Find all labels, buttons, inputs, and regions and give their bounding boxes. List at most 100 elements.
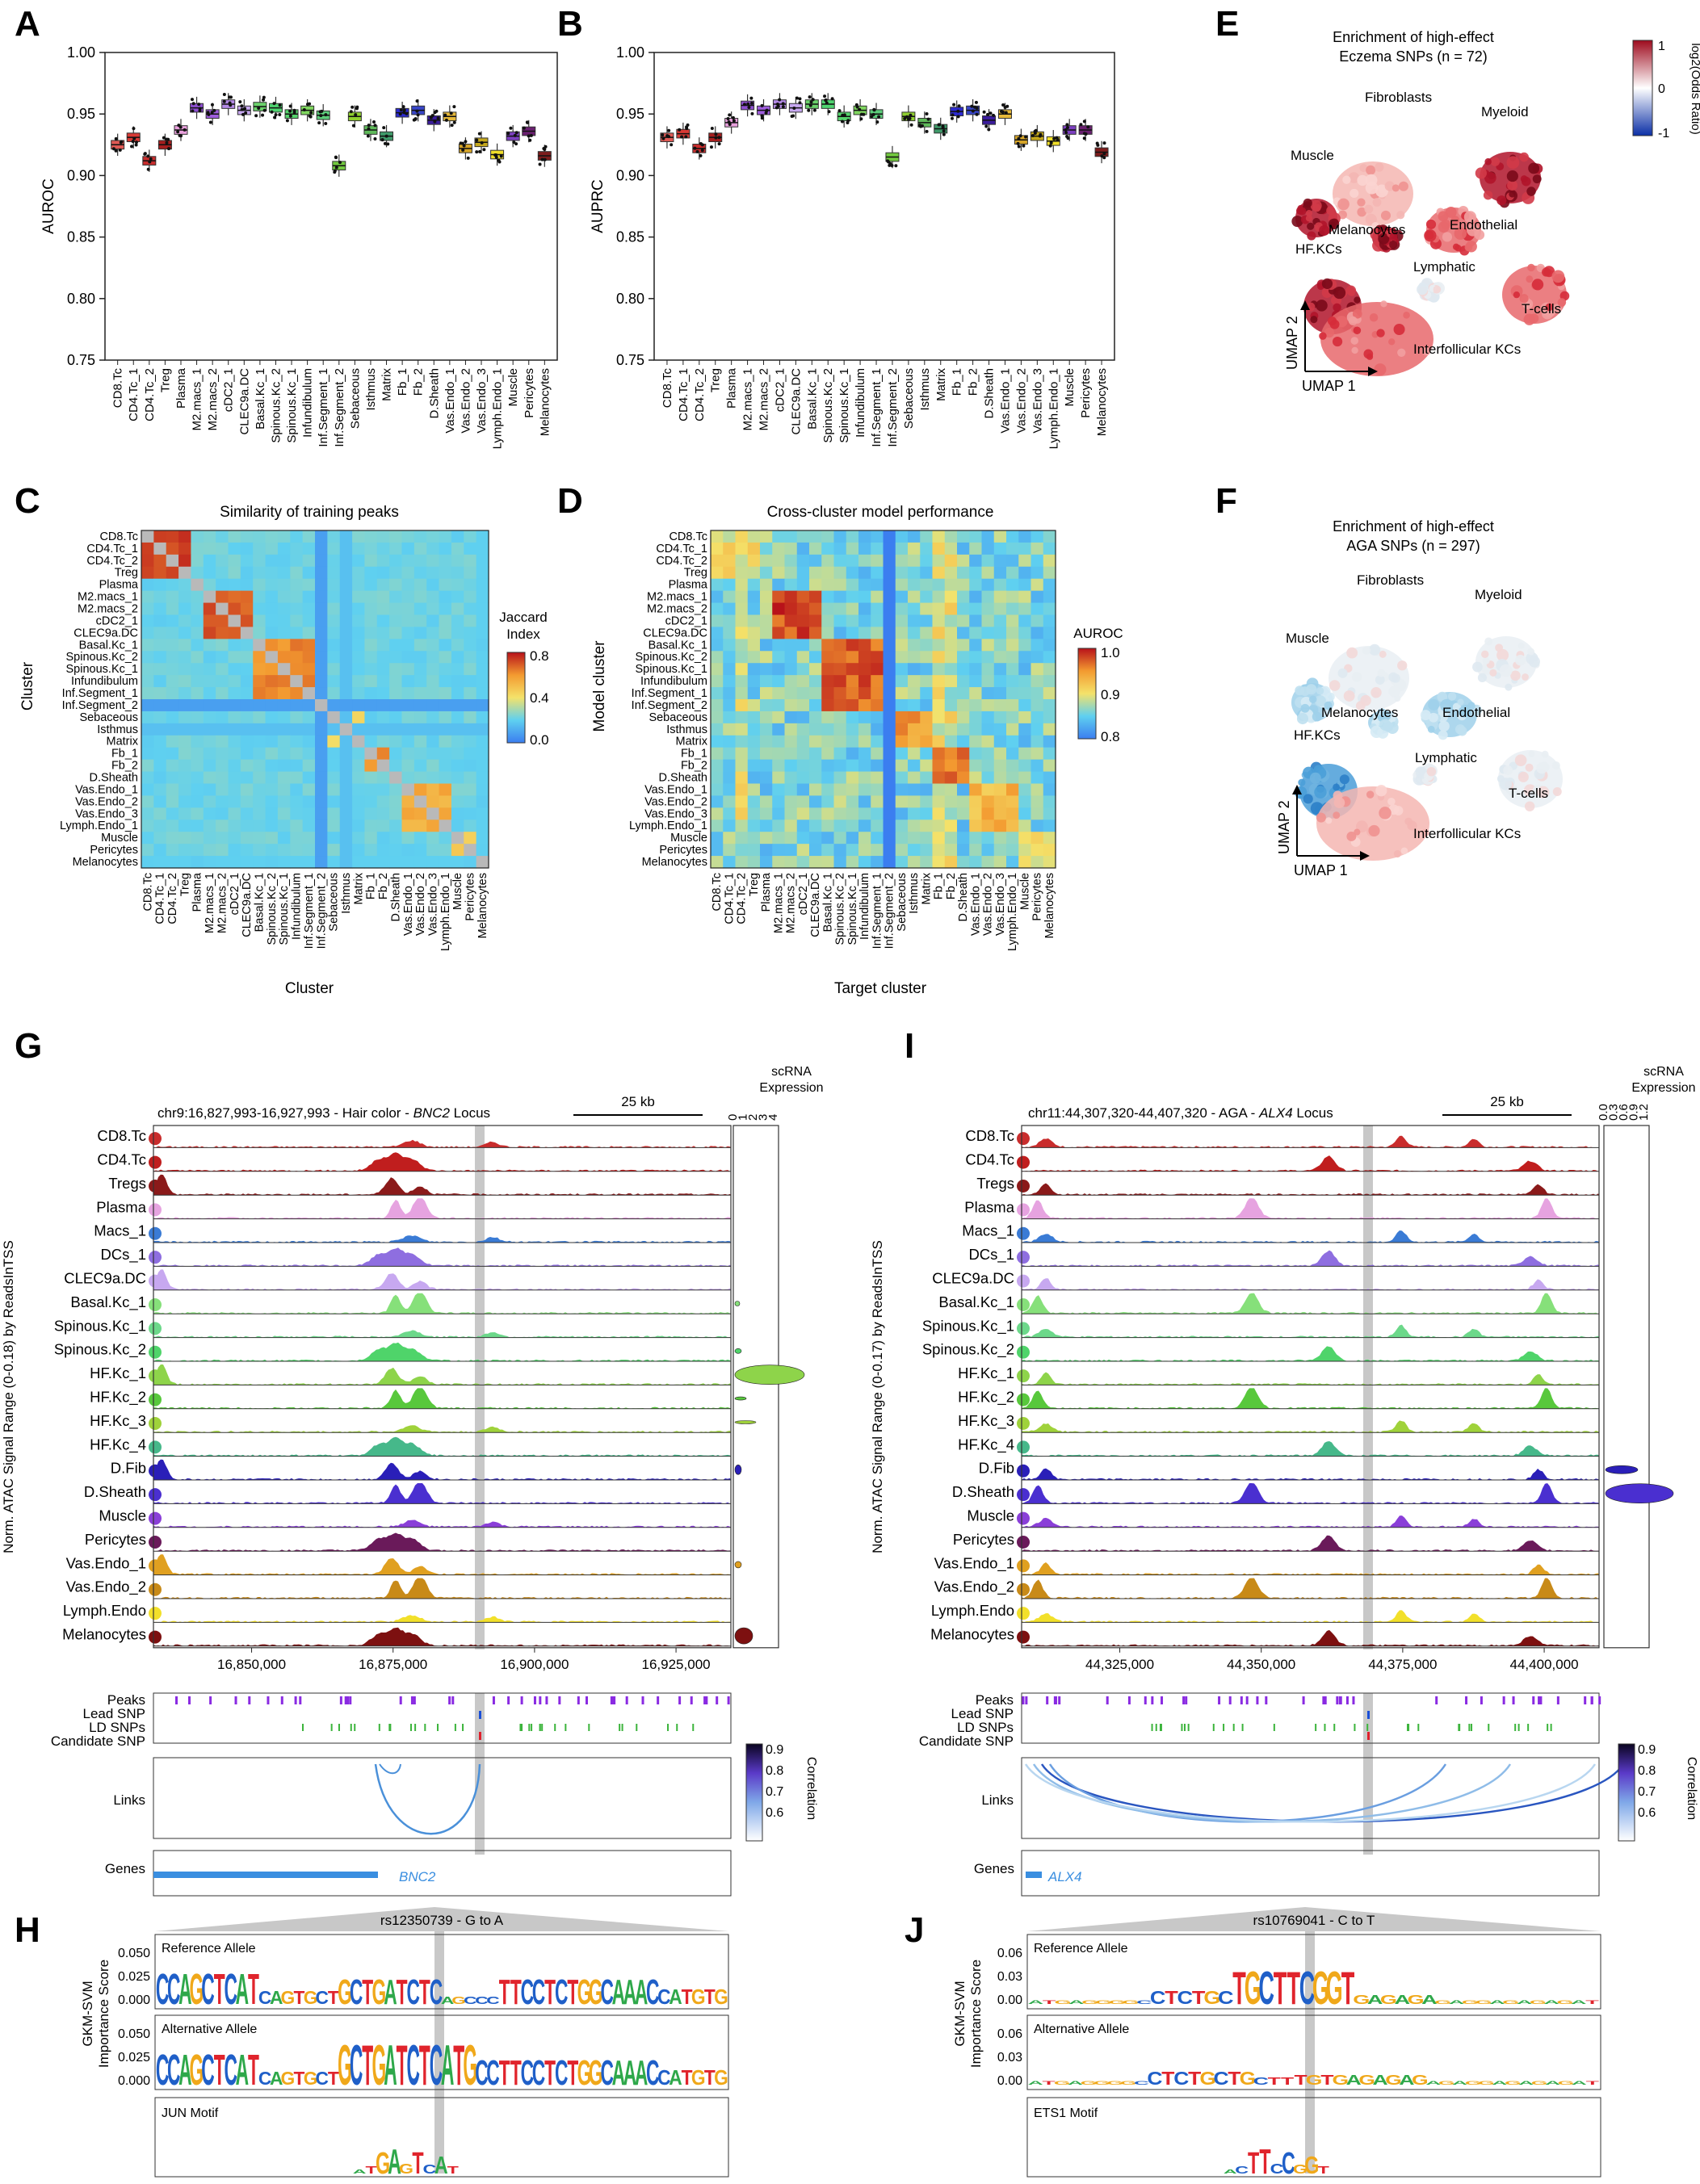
heat-cell [883, 807, 896, 820]
peak-mark [1345, 1696, 1349, 1704]
heat-cell [302, 783, 316, 797]
heat-row-label: Matrix [676, 736, 708, 748]
heat-cell [439, 759, 452, 773]
data-point [1086, 125, 1090, 129]
corr-colorbar [1618, 1743, 1635, 1842]
heat-cell [969, 687, 983, 700]
heat-cell [327, 602, 341, 616]
heat-cell [141, 554, 154, 568]
heat-cell [1018, 856, 1032, 869]
heat-cell [1006, 735, 1019, 748]
heat-col-label: Fb_1 [933, 873, 946, 899]
heat-cell [401, 554, 415, 568]
heat-cell [883, 627, 896, 639]
heat-cell [944, 578, 958, 592]
umap-f-lab-endothelial: Endothelial [1442, 705, 1510, 720]
umap-dots [1447, 692, 1457, 701]
heat-cell [871, 639, 884, 652]
data-point [509, 126, 513, 130]
data-point [686, 123, 690, 127]
data-point [278, 103, 282, 107]
heat-col-label: CLEC9a.DC [241, 873, 254, 937]
heat-cell [277, 759, 291, 773]
link-arc [1024, 1763, 1597, 1823]
data-point [366, 134, 370, 138]
heat-cell [944, 699, 958, 712]
heat-cell [464, 735, 477, 748]
heat-cell [265, 554, 279, 568]
x-tick-label: Plasma [725, 367, 739, 409]
heat-cell [772, 747, 786, 761]
heat-cell [451, 747, 464, 761]
heat-cell [809, 723, 822, 736]
x-tick-label: Spinous.Kc_2 [269, 368, 283, 443]
heat-cell [809, 675, 822, 688]
heat-cell [290, 530, 304, 543]
data-point [444, 118, 448, 122]
heat-cell [141, 832, 154, 845]
scrna-tick: 0.9 [1627, 1104, 1641, 1121]
heat-cell [228, 590, 241, 604]
heat-cell [969, 554, 983, 568]
heat-cell [451, 795, 464, 808]
umap-dots [1450, 216, 1460, 224]
heat-cell [883, 699, 896, 712]
ld-snp-mark [692, 1724, 695, 1731]
heat-cell [723, 820, 737, 832]
heat-cell [1030, 735, 1044, 748]
heat-row-label: M2.macs_2 [78, 603, 138, 616]
track-dot [149, 1630, 162, 1644]
heat-cell [253, 759, 267, 773]
heat-cell [216, 639, 229, 652]
peak-mark [1022, 1696, 1025, 1704]
heat-cell [821, 759, 835, 773]
heat-cell [1043, 771, 1056, 785]
heat-cell [809, 783, 822, 797]
umap-e-lab-muscle: Muscle [1291, 148, 1334, 163]
heat-cell [993, 639, 1007, 652]
umap-dots [1319, 332, 1327, 340]
umap-eczema: Enrichment of high-effect Eczema SNPs (n… [1284, 29, 1700, 394]
track-label: HF.Kc_2 [958, 1389, 1014, 1406]
umap-dots [1393, 806, 1404, 815]
heat-cell [401, 723, 415, 736]
x-tick-label: 16,875,000 [359, 1657, 427, 1672]
genes-frame [1021, 1850, 1600, 1897]
data-point [207, 112, 211, 116]
heat-cell [376, 723, 390, 736]
heat-cell [1018, 807, 1032, 820]
umap-dots [1366, 790, 1375, 799]
umap-dots [1513, 291, 1521, 299]
heat-cell [871, 651, 884, 664]
heat-cell [908, 651, 921, 664]
data-point [727, 120, 731, 124]
logo-letter: A [1028, 2081, 1043, 2086]
heat-col-label: Infundibulum [291, 873, 304, 940]
heat-cell [796, 578, 810, 592]
heat-row-label: Treg [684, 567, 707, 580]
umap-dots [1362, 646, 1371, 655]
heat-cell [166, 759, 179, 773]
logo-letter: A [1572, 2081, 1587, 2086]
heat-cell [932, 771, 946, 785]
heat-cell [932, 663, 946, 676]
heat-cell [796, 687, 810, 700]
heat-cell [920, 735, 934, 748]
logo-letter: G [589, 1973, 603, 2012]
heat-cell [141, 711, 154, 724]
heat-row-label: Pericytes [90, 844, 138, 857]
heat-cell [1006, 820, 1019, 832]
heat-col-label: M2.macs_1 [772, 873, 785, 933]
logo-letter: C [350, 1973, 363, 2012]
heat-cell [735, 590, 749, 604]
scrna-tick: 1 [737, 1114, 750, 1121]
heat-cell [253, 542, 267, 555]
heat-cell [932, 723, 946, 736]
ld-snp-mark [1488, 1724, 1490, 1731]
heat-cell [315, 783, 328, 797]
logo-letter: G [1475, 1999, 1492, 2005]
heat-cell [240, 663, 254, 676]
heat-cell [476, 735, 489, 748]
heat-cell [265, 795, 279, 808]
heat-row-label: Lymph.Endo_1 [60, 820, 138, 832]
